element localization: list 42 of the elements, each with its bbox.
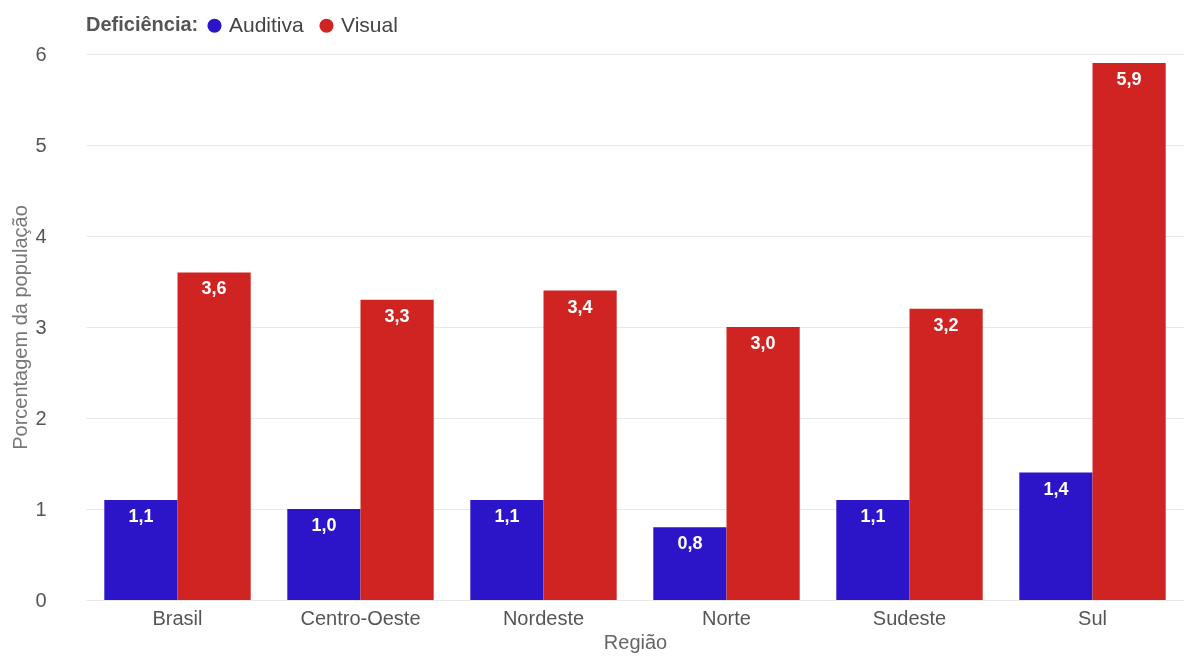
data-label: 3,0 [750, 333, 776, 353]
bar [543, 290, 617, 600]
legend-label: Visual [341, 12, 398, 36]
bar [1019, 472, 1093, 600]
data-label: 3,2 [933, 314, 959, 335]
x-axis-title: Região [603, 630, 668, 653]
y-tick-label: 5 [35, 133, 47, 156]
data-label: 1,1 [860, 505, 886, 526]
bar [836, 499, 910, 600]
bar [360, 299, 434, 600]
bar [653, 527, 727, 600]
y-axis-title: Porcentagem da população [9, 205, 32, 450]
y-tick-label: 3 [35, 315, 47, 338]
y-tick-label: 2 [35, 406, 47, 429]
bar [726, 327, 800, 600]
x-tick-label: Centro-Oeste [300, 606, 421, 629]
bar [177, 272, 251, 600]
data-label: 5,9 [1116, 69, 1142, 90]
x-tick-label: Nordeste [502, 606, 585, 629]
bar [104, 499, 178, 600]
x-tick-label: Brasil [152, 606, 203, 629]
x-tick-label: Sul [1078, 606, 1107, 629]
bar [287, 509, 361, 600]
data-label: 1,0 [311, 515, 337, 535]
bar [470, 499, 544, 600]
data-label: 1,1 [494, 505, 520, 526]
y-tick-label: 6 [35, 42, 47, 65]
x-tick-label: Sudeste [872, 606, 947, 629]
data-label: 3,6 [201, 278, 227, 299]
data-label: 3,4 [567, 296, 593, 317]
y-tick-label: 0 [35, 588, 47, 611]
x-tick-label: Norte [702, 606, 751, 629]
legend-title: Deficiência: [86, 13, 199, 35]
y-tick-label: 4 [35, 224, 47, 247]
data-label: 0,8 [677, 533, 703, 554]
data-label: 1,1 [128, 505, 154, 526]
y-tick-label: 1 [35, 497, 47, 520]
data-label: 1,4 [1043, 478, 1069, 499]
legend-label: Auditiva [229, 12, 305, 36]
bar [1092, 63, 1166, 600]
data-label: 3,3 [384, 305, 410, 326]
bar [909, 308, 983, 600]
